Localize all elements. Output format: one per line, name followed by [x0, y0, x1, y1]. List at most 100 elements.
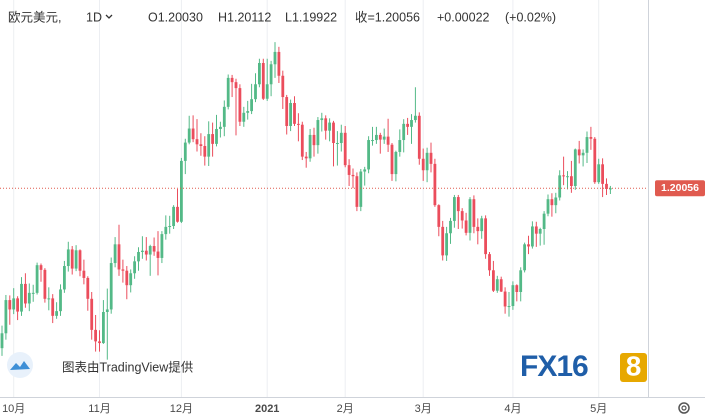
- candle-body: [109, 263, 113, 310]
- candle-body: [324, 118, 328, 131]
- candle-body: [347, 165, 351, 175]
- candle-body: [328, 122, 331, 131]
- candle-body: [90, 298, 94, 330]
- candle-body: [86, 277, 90, 299]
- candle-body: [523, 244, 526, 271]
- x-tick-label: 11月: [88, 403, 110, 415]
- x-tick-label: 4月: [504, 403, 521, 415]
- candle-body: [507, 306, 511, 308]
- candle-body: [495, 279, 499, 291]
- candle-body: [577, 149, 581, 156]
- candle-body: [402, 123, 406, 141]
- x-tick-label: 2021: [255, 403, 279, 415]
- x-tick-label: 2月: [337, 403, 354, 415]
- tv-icon-bg: [7, 352, 33, 378]
- candle-body: [304, 156, 308, 159]
- candle-body: [554, 197, 558, 206]
- candle-body: [222, 106, 226, 127]
- candle-body: [133, 261, 136, 274]
- candle-body: [31, 292, 35, 294]
- candle-body: [265, 84, 269, 99]
- candle-body: [453, 197, 456, 221]
- candle-body: [390, 144, 394, 175]
- candle-body: [476, 226, 480, 232]
- candle-body: [597, 164, 601, 183]
- candle-body: [534, 226, 538, 234]
- settings-icon[interactable]: [678, 402, 690, 414]
- candle-body: [414, 115, 417, 121]
- candle-body: [98, 341, 101, 344]
- candle-body: [258, 62, 261, 85]
- open-label: O1.20030: [148, 10, 203, 24]
- candle-body: [125, 270, 129, 286]
- candle-body: [156, 251, 160, 258]
- candle-body: [308, 134, 312, 159]
- candle-body: [285, 97, 289, 126]
- logo-digit: 8: [626, 350, 642, 381]
- candle-body: [238, 88, 242, 122]
- candle-body: [207, 134, 211, 157]
- candle-body: [230, 77, 234, 83]
- x-tick-label: 10月: [2, 403, 25, 415]
- candle-body: [277, 51, 281, 76]
- candle-body: [339, 132, 343, 144]
- candle-body: [4, 300, 8, 334]
- price-label: 1.20056: [661, 182, 699, 194]
- credit-text: 图表由TradingView提供: [62, 359, 193, 374]
- candle-body: [472, 199, 476, 227]
- candle-body: [410, 120, 413, 127]
- candle-body: [269, 64, 273, 85]
- interval[interactable]: 1D: [86, 10, 102, 24]
- candle-body: [8, 300, 12, 310]
- logo: FX16 8: [520, 350, 647, 383]
- candle-body: [63, 266, 66, 290]
- interval-chevron[interactable]: [105, 14, 113, 19]
- header: 欧元美元, 1D O1.20030 H1.20112 L1.19922 收=1.…: [8, 10, 556, 24]
- gear-center[interactable]: [681, 405, 687, 411]
- candle-body: [570, 176, 573, 187]
- candle-body: [398, 140, 402, 152]
- candle-body: [195, 139, 199, 145]
- candle-body: [199, 144, 203, 146]
- candle-body: [234, 82, 238, 89]
- logo-badge: [620, 353, 647, 382]
- candle-body: [542, 213, 546, 229]
- candle-body: [20, 283, 23, 312]
- candle-body: [16, 298, 19, 312]
- candle-body: [558, 175, 562, 198]
- candle-body: [66, 249, 70, 267]
- candle-body: [141, 250, 144, 252]
- candle-body: [113, 244, 117, 264]
- candle-body: [148, 246, 152, 255]
- candle-body: [320, 118, 324, 121]
- candle-body: [35, 265, 39, 293]
- gear[interactable]: [678, 402, 690, 414]
- candle-body: [261, 62, 265, 99]
- candle-body: [219, 126, 222, 129]
- candle-body: [433, 163, 437, 206]
- candle-body: [527, 244, 530, 247]
- candle-body: [336, 143, 339, 145]
- candle-body: [215, 128, 218, 144]
- candle-body: [492, 270, 495, 291]
- candle-body: [421, 158, 425, 171]
- candle-body: [164, 226, 168, 235]
- candle-body: [168, 226, 172, 228]
- candle-body: [293, 103, 296, 124]
- x-tick-label: 12月: [170, 403, 193, 415]
- candle-body: [74, 250, 78, 269]
- candle-body: [70, 249, 74, 269]
- candle-body: [82, 270, 86, 278]
- change-pct-label: (+0.02%): [505, 10, 556, 24]
- candle-body: [480, 218, 484, 232]
- candle-body: [429, 152, 433, 164]
- candle-body: [437, 205, 441, 227]
- close-label: 收=1.20056: [355, 10, 420, 24]
- candle-body: [47, 298, 51, 300]
- x-tick-label: 3月: [415, 403, 432, 415]
- candles: [0, 42, 612, 360]
- candle-body: [297, 123, 300, 125]
- candle-body: [250, 99, 253, 112]
